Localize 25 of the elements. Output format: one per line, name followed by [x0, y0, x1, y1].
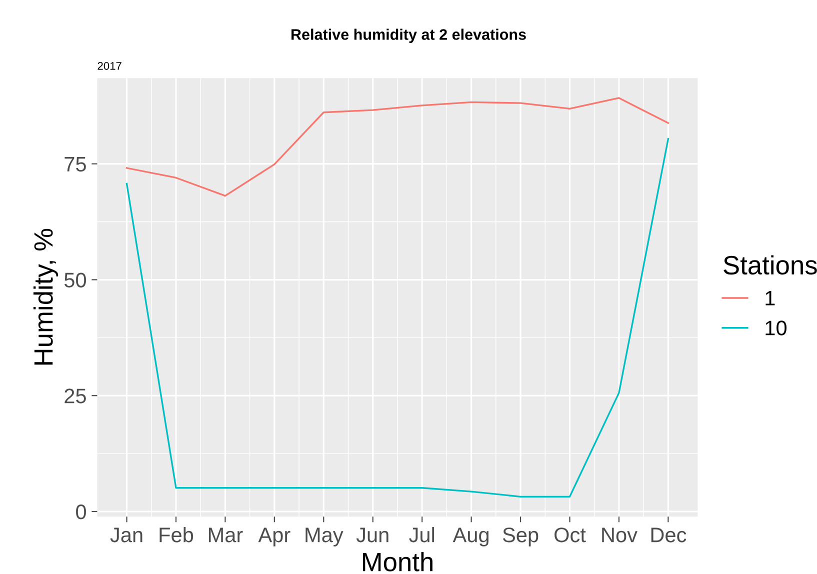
y-tick-label: 50: [64, 272, 86, 288]
chart-subtitle: 2017: [98, 62, 122, 70]
chart-title: Relative humidity at 2 elevations: [292, 28, 526, 43]
line-series: [126, 97, 670, 197]
x-tick-label: Jul: [409, 527, 434, 542]
x-tick-label: Jan: [110, 528, 142, 542]
line-series: [126, 138, 670, 498]
legend-label: 1: [766, 290, 775, 306]
x-tick-label: Apr: [258, 528, 290, 546]
x-tick-label: Oct: [554, 528, 586, 542]
x-tick-label: Mar: [208, 528, 243, 542]
y-tick-label: 25: [64, 388, 86, 404]
x-tick-label: Jun: [356, 528, 388, 542]
x-axis-title: Month: [362, 552, 432, 572]
x-tick-label: Sep: [502, 528, 538, 546]
y-axis-title: Humidity, %: [33, 228, 58, 365]
y-tick-label: 75: [64, 157, 86, 172]
x-tick-label: Dec: [651, 528, 686, 542]
x-tick-label: Feb: [160, 527, 194, 542]
x-tick-label: Aug: [452, 528, 488, 546]
y-tick-label: 0: [76, 504, 86, 520]
legend-label: 10: [766, 320, 786, 336]
x-tick-label: Nov: [602, 528, 638, 542]
legend-title: Stations: [724, 255, 817, 275]
x-tick-label: May: [306, 528, 344, 546]
